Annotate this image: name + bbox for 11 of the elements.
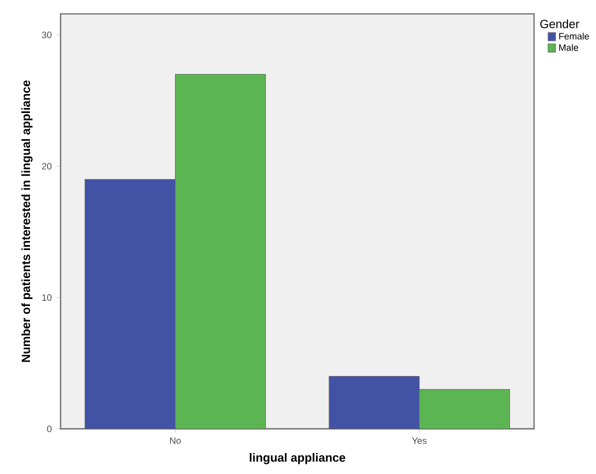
y-tick-label: 0	[47, 426, 52, 432]
y-tick-label: 30	[42, 32, 52, 38]
legend-label: Female	[559, 32, 589, 40]
y-axis-title: Number of patients interested in lingual appliance	[21, 80, 33, 362]
x-tick-label: No	[170, 438, 181, 444]
y-tick-label: 10	[42, 294, 52, 302]
y-tick-label: 20	[42, 163, 52, 170]
x-tick-label: Yes	[412, 438, 427, 444]
legend-title: Gender	[540, 20, 580, 28]
x-axis-title: lingual appliance	[250, 453, 346, 464]
legend-label: Male	[559, 44, 578, 52]
